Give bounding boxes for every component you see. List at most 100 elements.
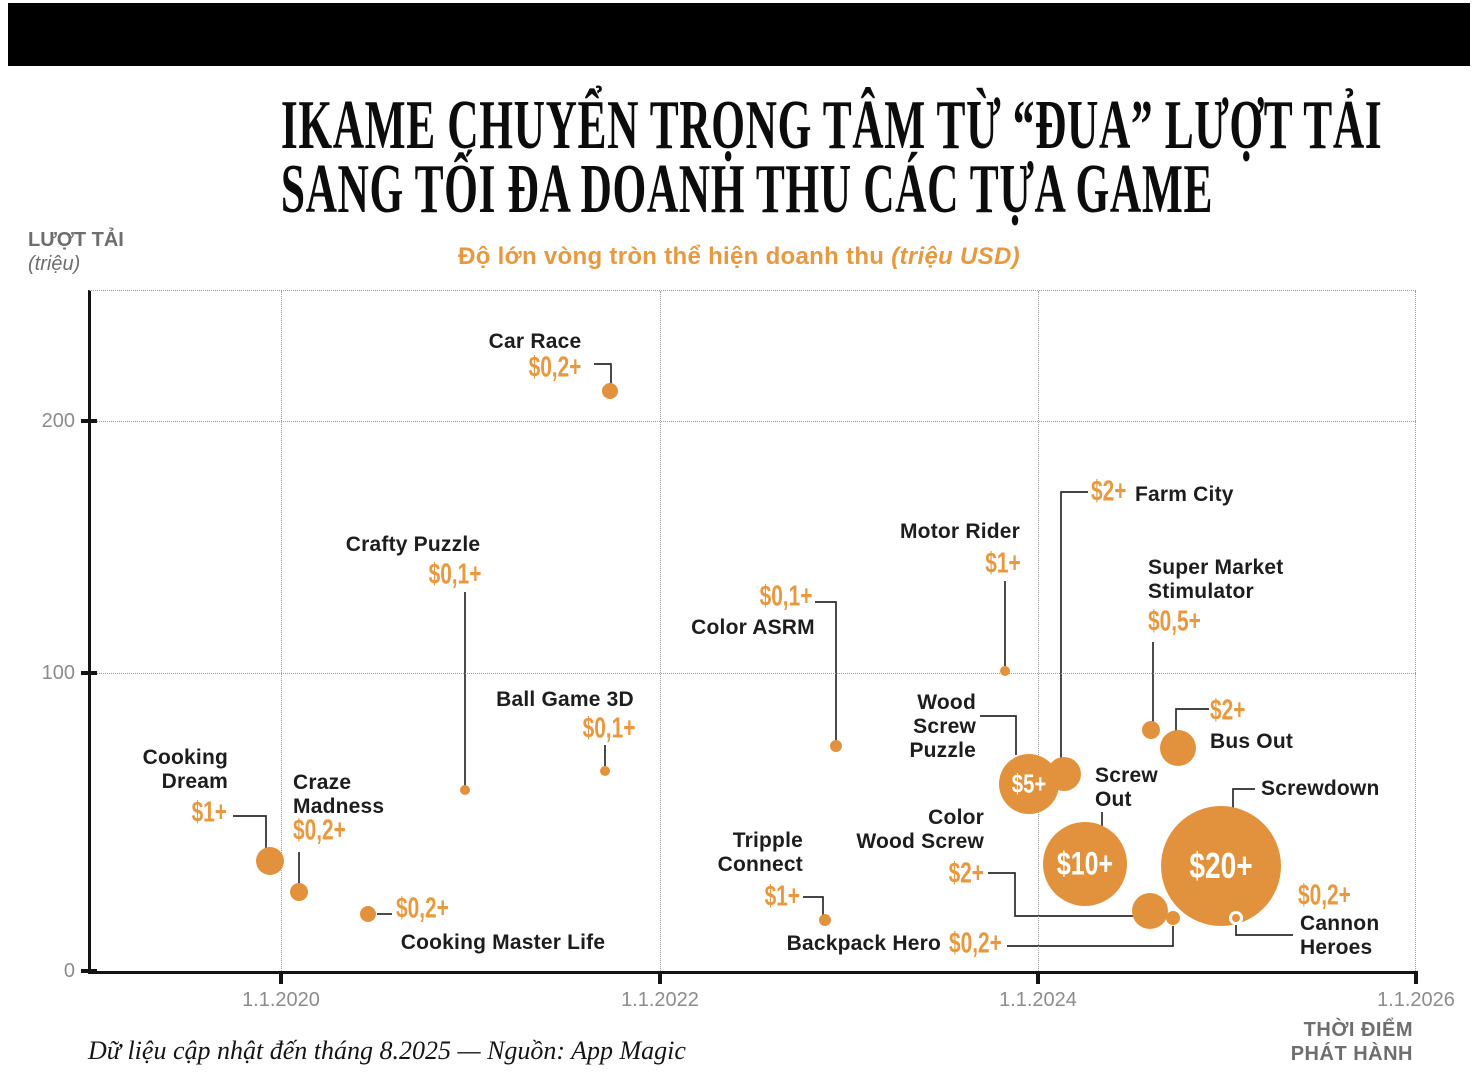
leader-backpack-hero <box>1007 926 1174 947</box>
label-line: Screw <box>913 715 976 738</box>
bubble-super-market-stimulator <box>1142 721 1160 739</box>
label-line: Heroes <box>1300 936 1373 959</box>
leader-wood-screw-puzzle <box>980 715 1017 755</box>
top-banner <box>8 3 1470 66</box>
label-line: Stimulator <box>1148 580 1254 603</box>
revenue-label-super-market-stimulator: $0,5+ <box>1148 605 1221 638</box>
label-tripple-connect: Tripple Connect <box>718 829 803 877</box>
revenue-value: $0,1+ <box>582 712 636 745</box>
label-line: Screw <box>1095 764 1158 787</box>
x-tick-label: 1.1.2020 <box>242 989 320 1011</box>
leader-farm-city <box>1060 491 1088 758</box>
bubble-cooking-dream <box>256 847 284 875</box>
bubble-car-race <box>602 383 618 399</box>
revenue-value: $2+ <box>1210 694 1246 727</box>
revenue-value: $0,5+ <box>1148 605 1201 638</box>
revenue-label-car-race: $0,2+ <box>518 353 591 383</box>
revenue-value: $0,1+ <box>759 580 813 613</box>
label-line: Cooking <box>142 746 228 769</box>
bubble-ball-game-3d <box>600 766 610 776</box>
revenue-value: $0,2+ <box>949 927 1002 960</box>
bubble-crafty-puzzle <box>460 785 470 795</box>
label-color-asrm: Color ASRM <box>691 616 815 640</box>
bubble-cooking-master-life <box>360 906 376 922</box>
label-super-market-stimulator: Super Market Stimulator <box>1148 556 1283 604</box>
revenue-label-color-wood-screw: $2+ <box>935 857 984 890</box>
bubble-motor-rider <box>1000 666 1010 676</box>
leader-tripple-connect <box>803 896 824 915</box>
revenue-label-bus-out: $2+ <box>1210 694 1259 727</box>
y-axis-title: LƯỢT TẢI (triệu) <box>28 228 124 276</box>
label-line: Wood Screw <box>856 830 984 853</box>
revenue-value: $1+ <box>985 547 1021 580</box>
revenue-value: $0,2+ <box>293 814 346 847</box>
leader-car-race <box>594 363 612 384</box>
revenue-value: $0,2+ <box>396 892 449 925</box>
revenue-label-craze-madness: $0,2+ <box>293 814 366 847</box>
label-cannon-heroes: Cannon Heroes <box>1300 912 1379 960</box>
label-screw-out: Screw Out <box>1095 764 1158 812</box>
x-tick-label: 1.1.2022 <box>621 989 699 1011</box>
subtitle-unit: (triệu USD) <box>891 243 1020 270</box>
x-axis-title-line-2: PHÁT HÀNH <box>1290 1043 1413 1065</box>
label-line: Out <box>1095 788 1132 811</box>
label-cooking-master-life: Cooking Master Life <box>401 931 606 955</box>
y-tick-label: 0 <box>63 960 75 982</box>
label-crafty-puzzle: Crafty Puzzle <box>346 533 480 557</box>
y-tick-label: 100 <box>41 662 75 684</box>
label-craze-madness: Craze Madness <box>293 771 384 819</box>
y-tick-label: 200 <box>41 410 75 432</box>
revenue-value: $2+ <box>948 857 984 890</box>
label-backpack-hero: Backpack Hero <box>787 932 941 956</box>
leader-screwdown <box>1232 788 1255 811</box>
leader-cooking-dream <box>233 815 267 850</box>
revenue-label-crafty-puzzle: $0,1+ <box>418 558 491 591</box>
chart-subtitle: Độ lớn vòng tròn thể hiện doanh thu (tri… <box>0 243 1478 271</box>
label-ball-game-3d: Ball Game 3D <box>496 688 634 712</box>
title-line-1: IKAME CHUYỂN TRỌNG TÂM TỪ “ĐUA” LƯỢT TẢI <box>280 87 1383 164</box>
revenue-value: $2+ <box>1091 475 1127 508</box>
leader-color-wood-screw <box>988 872 1134 917</box>
revenue-label-ball-game-3d: $0,1+ <box>572 712 645 745</box>
x-tick-mark <box>658 971 662 984</box>
bubble-craze-madness <box>290 883 308 901</box>
revenue-label-screw-out: $10+ <box>1056 845 1114 882</box>
bubble-wood-screw-puzzle <box>999 754 1059 814</box>
leader-color-asrm <box>815 601 837 741</box>
bubble-bus-out <box>1160 730 1196 766</box>
revenue-label-backpack-hero: $0,2+ <box>949 927 1022 960</box>
label-bus-out: Bus Out <box>1210 730 1293 754</box>
revenue-label-motor-rider: $1+ <box>978 547 1027 580</box>
leader-bus-out <box>1175 708 1209 731</box>
label-line: Connect <box>717 853 803 876</box>
x-tick-label: 1.1.2024 <box>999 989 1077 1011</box>
label-line: Super Market <box>1148 556 1284 579</box>
label-line: Backpack Hero <box>786 932 941 955</box>
label-wood-screw-puzzle: Wood Screw Puzzle <box>909 691 976 763</box>
source-note: Dữ liệu cập nhật đến tháng 8.2025 — Nguồ… <box>88 1036 686 1065</box>
leader-lines-layer <box>233 363 1293 947</box>
y-tick-mark <box>81 671 97 675</box>
revenue-value: $0,1+ <box>428 558 482 591</box>
y-tick-mark <box>81 969 97 973</box>
bubble-screwdown <box>1161 806 1281 926</box>
bubble-color-wood-screw <box>1132 893 1168 929</box>
label-line: Farm City <box>1135 483 1234 506</box>
revenue-value: $1+ <box>764 880 800 913</box>
label-line: Ball Game 3D <box>496 688 634 711</box>
title-line-2: SANG TỐI ĐA DOANH THU CÁC TỰA GAME <box>280 151 1214 228</box>
bubble-tripple-connect <box>819 914 831 926</box>
grid-line-vertical <box>1415 291 1416 971</box>
label-line: Puzzle <box>909 739 976 762</box>
x-axis-title: THỜI ĐIỂM PHÁT HÀNH <box>1291 1018 1413 1066</box>
revenue-label-cooking-master-life: $0,2+ <box>396 892 469 925</box>
label-line: Car Race <box>488 330 582 353</box>
label-color-wood-screw: Color Wood Screw <box>856 806 984 854</box>
label-motor-rider: Motor Rider <box>900 520 1020 544</box>
y-tick-mark <box>81 419 97 423</box>
x-axis-title-line-1: THỜI ĐIỂM <box>1303 1019 1413 1041</box>
page-title: IKAME CHUYỂN TRỌNG TÂM TỪ “ĐUA” LƯỢT TẢI… <box>0 87 1478 228</box>
x-tick-mark <box>1036 971 1040 984</box>
y-axis-title-label: LƯỢT TẢI <box>28 229 124 251</box>
